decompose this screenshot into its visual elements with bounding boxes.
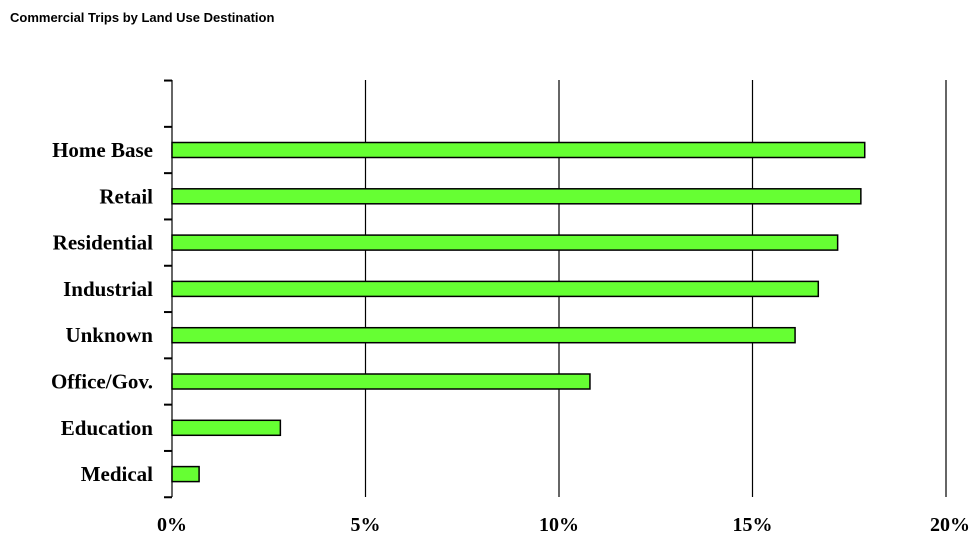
bar-residential xyxy=(171,234,839,251)
bar-home-base xyxy=(171,141,866,159)
bar-unknown xyxy=(171,326,796,344)
x-tick-labels: 0% 5% 10% 15% 20% xyxy=(157,514,970,536)
x-tick-label: 20% xyxy=(930,514,970,536)
category-label: Unknown xyxy=(65,323,153,347)
bar-office-gov xyxy=(171,373,591,390)
x-tick-label: 0% xyxy=(157,514,187,536)
x-tick-label: 10% xyxy=(539,514,579,536)
category-label: Medical xyxy=(81,462,153,486)
bar-medical xyxy=(171,465,200,483)
category-label: Home Base xyxy=(52,138,153,162)
category-label: Residential xyxy=(53,231,154,255)
category-labels: Home Base Retail Residential Industrial Unkn… xyxy=(51,138,153,486)
bar-education xyxy=(171,419,282,437)
x-tick-label: 15% xyxy=(733,514,773,536)
bar-retail xyxy=(171,188,862,205)
category-label: Industrial xyxy=(63,277,153,301)
y-axis xyxy=(164,79,173,499)
category-label: Office/Gov. xyxy=(51,370,153,394)
chart-title: Commercial Trips by Land Use Destination xyxy=(10,10,275,25)
category-label: Education xyxy=(61,416,154,440)
category-label: Retail xyxy=(99,184,153,208)
bar-industrial xyxy=(171,280,820,298)
x-tick-label: 5% xyxy=(351,514,381,536)
bars xyxy=(171,141,866,483)
